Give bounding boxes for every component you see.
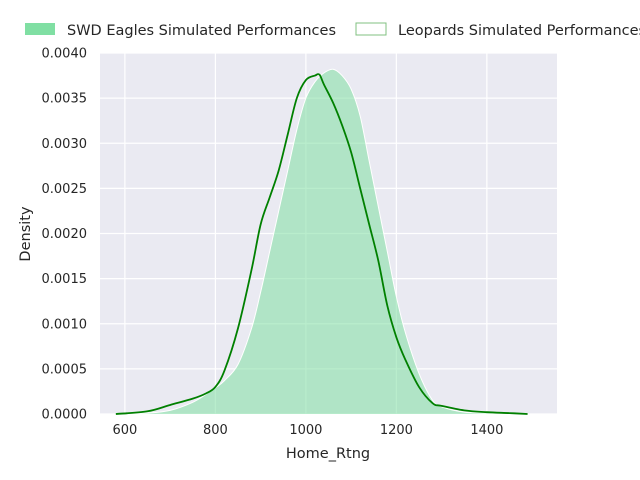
series-layer xyxy=(115,68,528,415)
x-tick-label: 800 xyxy=(203,423,228,438)
x-tick-label: 1200 xyxy=(380,423,413,438)
x-axis-label: Home_Rtng xyxy=(286,446,370,462)
x-tick-label: 1000 xyxy=(289,423,322,438)
legend-label-swd-eagles: SWD Eagles Simulated Performances xyxy=(67,23,336,39)
legend-swatch-leopards xyxy=(355,22,387,36)
series-outline-swd-eagles xyxy=(115,68,528,415)
y-axis-label: Density xyxy=(18,206,34,262)
legend-swatch-swd-eagles xyxy=(25,23,55,35)
y-tick-label: 0.0020 xyxy=(42,227,88,242)
y-tick-label: 0.0015 xyxy=(42,272,88,287)
x-axis-ticks: 600 800 1000 1200 1400 xyxy=(112,423,503,438)
y-tick-label: 0.0040 xyxy=(42,47,88,62)
y-tick-label: 0.0010 xyxy=(42,317,88,332)
series-line-leopards xyxy=(115,73,528,415)
x-tick-label: 600 xyxy=(112,423,137,438)
series-area-swd-eagles xyxy=(115,69,528,415)
x-tick-label: 1400 xyxy=(470,423,503,438)
y-axis-ticks: 0.0000 0.0005 0.0010 0.0015 0.0020 0.0025 0.00… xyxy=(42,47,88,423)
legend-label-leopards: Leopards Simulated Performances xyxy=(398,23,640,39)
y-tick-label: 0.0005 xyxy=(42,362,88,377)
y-tick-label: 0.0025 xyxy=(42,182,88,197)
y-tick-label: 0.0035 xyxy=(42,92,88,107)
y-tick-label: 0.0000 xyxy=(42,408,88,423)
legend: SWD Eagles Simulated Performances Leopar… xyxy=(25,22,640,39)
y-tick-label: 0.0030 xyxy=(42,137,88,152)
